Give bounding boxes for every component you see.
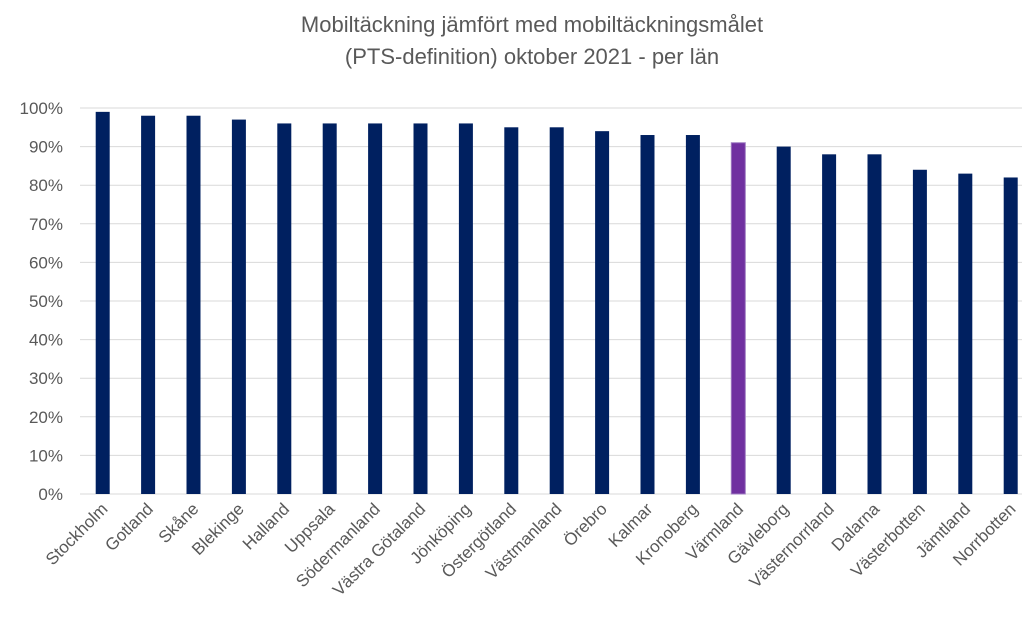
y-tick-label: 90%: [29, 138, 63, 157]
bar: [730, 142, 746, 495]
bar: [1003, 177, 1018, 495]
bar: [277, 123, 292, 494]
y-tick-label: 100%: [20, 99, 63, 118]
y-tick-label: 30%: [29, 369, 63, 388]
bar: [867, 154, 882, 494]
bar: [549, 127, 564, 495]
bar: [640, 135, 655, 494]
bar: [322, 123, 337, 494]
y-tick-label: 40%: [29, 331, 63, 350]
bar: [958, 173, 973, 494]
bar: [595, 131, 610, 494]
y-tick-label: 60%: [29, 253, 63, 272]
bar: [231, 119, 246, 494]
bar: [504, 127, 519, 495]
y-tick-label: 80%: [29, 176, 63, 195]
bar: [186, 115, 201, 494]
bar: [95, 111, 110, 495]
bar: [822, 154, 837, 494]
bar: [912, 169, 927, 494]
x-tick-label: Örebro: [560, 499, 611, 550]
x-tick-label: Stockholm: [42, 499, 112, 569]
chart-title: Mobiltäckning jämfört med mobiltäcknings…: [301, 12, 763, 37]
bar: [368, 123, 383, 494]
bar: [685, 135, 700, 494]
y-tick-label: 70%: [29, 215, 63, 234]
y-tick-label: 10%: [29, 446, 63, 465]
chart-title: (PTS-definition) oktober 2021 - per län: [345, 44, 719, 69]
x-tick-label: Gotland: [101, 499, 157, 555]
y-tick-label: 0%: [38, 485, 63, 504]
y-tick-label: 20%: [29, 408, 63, 427]
y-tick-label: 50%: [29, 292, 63, 311]
bar: [458, 123, 473, 494]
bar: [141, 115, 156, 494]
bar: [776, 146, 791, 494]
bar: [413, 123, 428, 494]
